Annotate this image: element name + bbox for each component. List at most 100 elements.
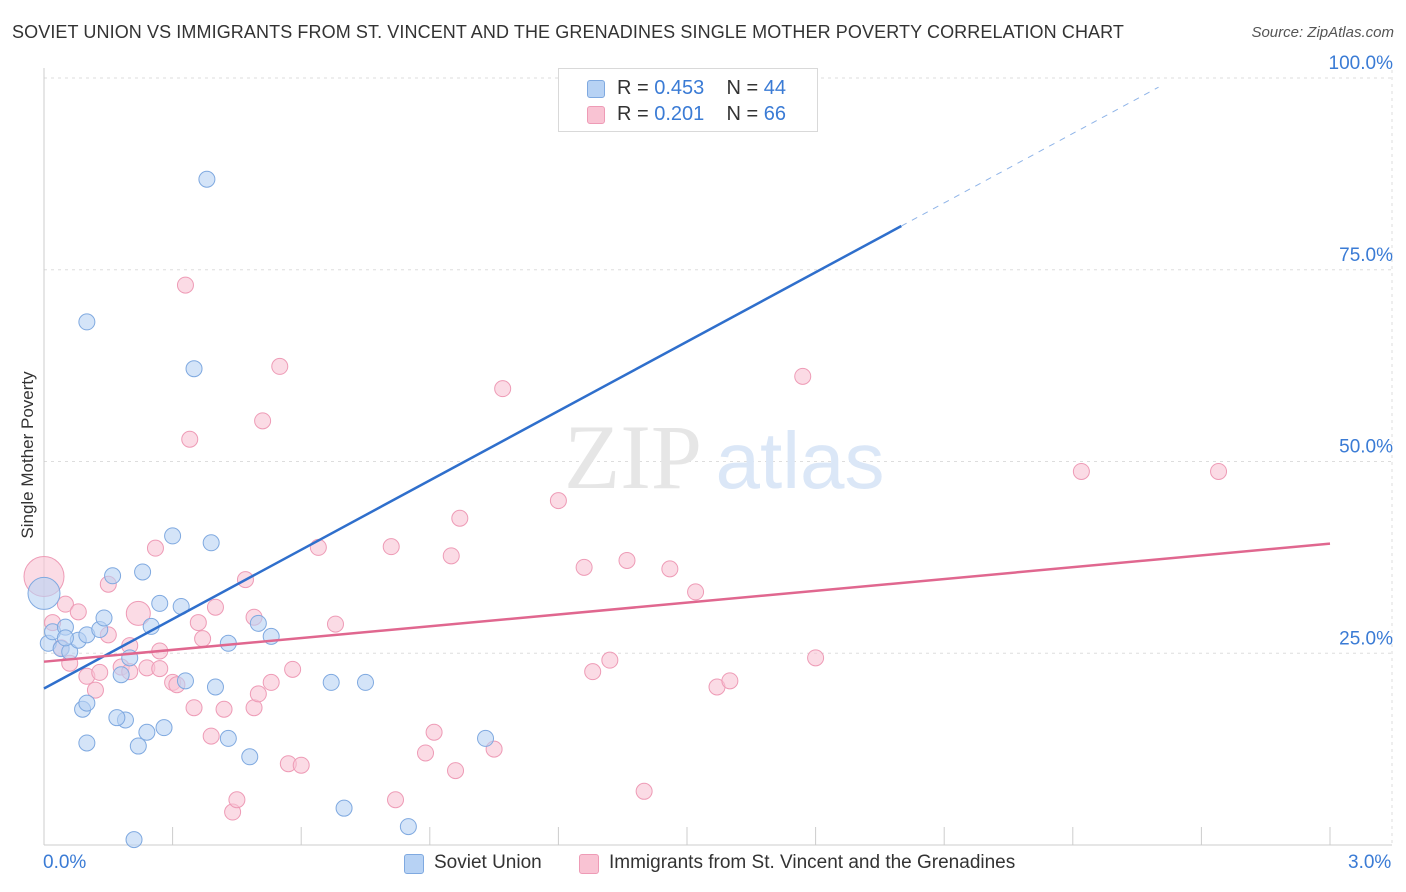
point-immigrants-44 bbox=[387, 791, 405, 809]
y-tick-label-75: 75.0% bbox=[1339, 245, 1393, 266]
point-immigrants-23 bbox=[185, 699, 203, 717]
point-soviet-29 bbox=[206, 678, 224, 696]
point-immigrants-63 bbox=[807, 649, 825, 667]
series-soviet-points bbox=[27, 170, 495, 849]
point-soviet-14 bbox=[112, 666, 130, 684]
legend-stats-soviet: R = 0.453 N = 44 bbox=[617, 77, 786, 100]
point-immigrants-49 bbox=[451, 509, 469, 527]
series-immigrants-points bbox=[23, 276, 1228, 821]
point-immigrants-22 bbox=[181, 430, 199, 448]
point-soviet-11 bbox=[95, 609, 113, 627]
point-soviet-8 bbox=[78, 734, 96, 752]
point-immigrants-65 bbox=[1210, 462, 1228, 480]
point-immigrants-16 bbox=[146, 539, 164, 557]
point-immigrants-39 bbox=[284, 660, 302, 678]
point-soviet-41 bbox=[477, 729, 495, 747]
trend-lines bbox=[43, 86, 1331, 690]
point-immigrants-64 bbox=[1072, 462, 1090, 480]
bottom-legend-label-soviet: Soviet Union bbox=[434, 852, 542, 873]
point-immigrants-17 bbox=[151, 660, 169, 678]
point-soviet-26 bbox=[185, 360, 203, 378]
point-soviet-25 bbox=[176, 672, 194, 690]
n-value: 44 bbox=[763, 77, 787, 99]
point-immigrants-52 bbox=[549, 492, 567, 510]
point-immigrants-59 bbox=[687, 583, 705, 601]
y-tick-labels: 25.0% 50.0% 75.0% 100.0% bbox=[1329, 53, 1394, 649]
point-soviet-31 bbox=[219, 729, 237, 747]
point-immigrants-34 bbox=[249, 685, 267, 703]
point-soviet-40 bbox=[399, 818, 417, 836]
r-value: 0.201 bbox=[654, 103, 705, 125]
point-immigrants-45 bbox=[417, 744, 435, 762]
point-soviet-18 bbox=[134, 563, 152, 581]
point-immigrants-5 bbox=[69, 603, 87, 621]
x-tick-label-min: 0.0% bbox=[43, 852, 87, 873]
trend-line-soviet bbox=[43, 224, 902, 690]
legend: R = 0.453 N = 44 R = 0.201 N = 66 bbox=[558, 68, 818, 132]
point-immigrants-27 bbox=[206, 598, 224, 616]
chart-title: SOVIET UNION VS IMMIGRANTS FROM ST. VINC… bbox=[12, 22, 1125, 42]
point-soviet-43 bbox=[56, 629, 74, 647]
point-immigrants-8 bbox=[91, 663, 109, 681]
y-tick-label-100: 100.0% bbox=[1329, 53, 1394, 74]
point-soviet-23 bbox=[151, 594, 169, 612]
point-immigrants-36 bbox=[262, 673, 280, 691]
point-immigrants-43 bbox=[382, 538, 400, 556]
point-soviet-20 bbox=[108, 709, 126, 727]
legend-swatch-immigrants bbox=[587, 106, 605, 124]
point-immigrants-24 bbox=[189, 614, 207, 632]
bottom-legend-swatch-soviet bbox=[404, 854, 424, 874]
point-soviet-28 bbox=[202, 534, 220, 552]
point-immigrants-42 bbox=[326, 615, 344, 633]
source-label: Source: ZipAtlas.com bbox=[1251, 24, 1394, 41]
point-soviet-17 bbox=[129, 737, 147, 755]
point-immigrants-54 bbox=[584, 663, 602, 681]
point-immigrants-21 bbox=[176, 276, 194, 294]
point-immigrants-62 bbox=[794, 367, 812, 385]
point-soviet-34 bbox=[249, 614, 267, 632]
bottom-legend-label-immigrants: Immigrants from St. Vincent and the Gren… bbox=[609, 852, 1016, 873]
trend-line-immigrants bbox=[43, 542, 1331, 663]
point-immigrants-55 bbox=[601, 651, 619, 669]
legend-swatch-soviet bbox=[587, 80, 605, 98]
legend-stats-immigrants: R = 0.201 N = 66 bbox=[617, 103, 786, 126]
point-soviet-24 bbox=[164, 527, 182, 545]
point-immigrants-48 bbox=[447, 762, 465, 780]
r-label: R = bbox=[617, 77, 655, 99]
y-tick-label-25: 25.0% bbox=[1339, 628, 1393, 649]
y-axis-label: Single Mother Poverty bbox=[18, 371, 37, 539]
point-soviet-37 bbox=[322, 673, 340, 691]
point-immigrants-35 bbox=[254, 412, 272, 430]
point-immigrants-56 bbox=[618, 551, 636, 569]
r-label: R = bbox=[617, 103, 655, 125]
point-soviet-12 bbox=[104, 567, 122, 585]
n-value: 66 bbox=[763, 103, 787, 125]
point-immigrants-37 bbox=[271, 357, 289, 375]
point-soviet-42 bbox=[125, 831, 143, 849]
watermark-atlas: atlas bbox=[716, 416, 885, 505]
point-immigrants-58 bbox=[661, 560, 679, 578]
n-label: N = bbox=[726, 103, 764, 125]
point-soviet-27 bbox=[198, 170, 216, 188]
point-immigrants-7 bbox=[86, 681, 104, 699]
point-soviet-13 bbox=[78, 694, 96, 712]
x-tick-label-max: 3.0% bbox=[1348, 852, 1392, 873]
axes bbox=[43, 68, 1392, 846]
point-soviet-39 bbox=[357, 673, 374, 691]
point-immigrants-61 bbox=[721, 672, 739, 690]
point-immigrants-53 bbox=[575, 558, 593, 576]
point-immigrants-51 bbox=[494, 380, 512, 398]
watermark-zip: ZIP bbox=[564, 406, 702, 508]
point-immigrants-46 bbox=[425, 723, 443, 741]
point-immigrants-47 bbox=[442, 547, 460, 565]
point-immigrants-26 bbox=[202, 727, 220, 745]
point-soviet-33 bbox=[241, 748, 259, 766]
r-value: 0.453 bbox=[654, 77, 705, 99]
point-immigrants-40 bbox=[292, 756, 310, 774]
point-soviet-22 bbox=[155, 719, 173, 737]
n-label: N = bbox=[726, 77, 764, 99]
point-immigrants-57 bbox=[635, 782, 653, 800]
trend-line-soviet-extension bbox=[901, 86, 1159, 227]
point-soviet-36 bbox=[78, 313, 96, 331]
